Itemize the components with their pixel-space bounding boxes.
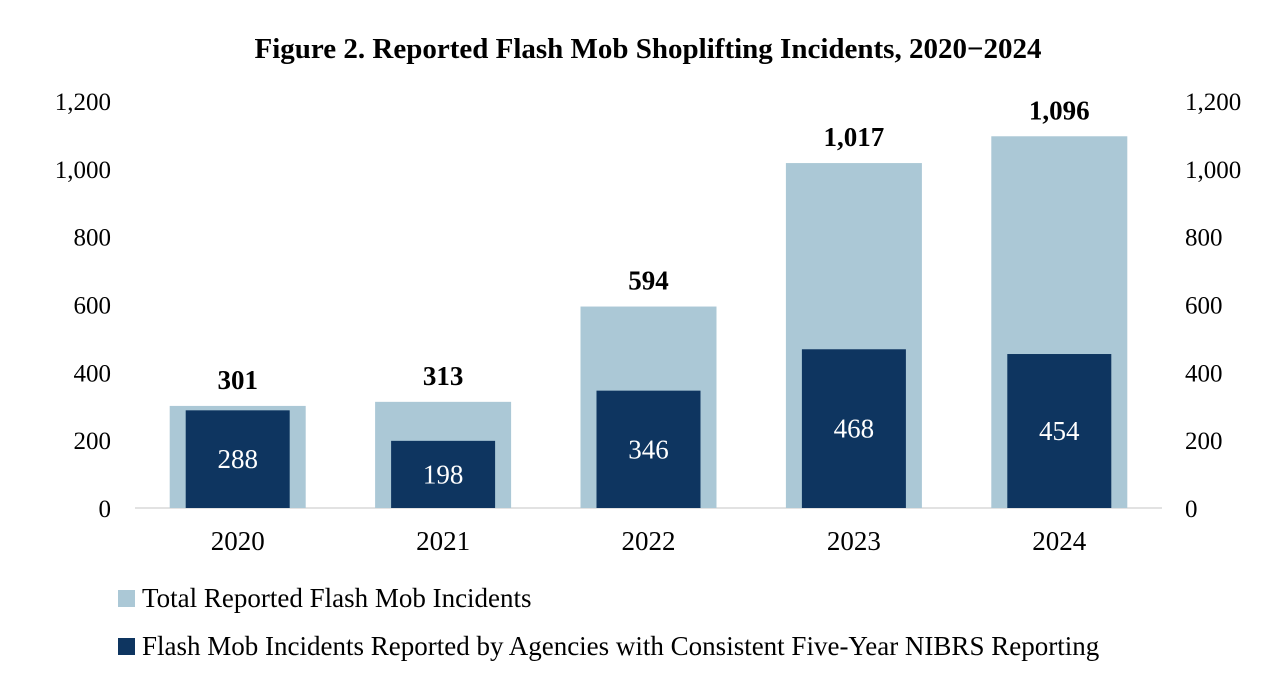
legend-swatch-consistent [118, 638, 135, 655]
right-y-tick-label: 600 [1185, 293, 1223, 320]
x-axis-categories: 2020 2021 2022 2023 2024 [211, 526, 1087, 556]
left-y-tick-label: 600 [74, 293, 112, 320]
x-category-label: 2021 [416, 526, 470, 556]
right-y-tick-label: 800 [1185, 225, 1223, 252]
right-y-tick-label: 0 [1185, 496, 1198, 523]
bar-consistent-value-label: 288 [217, 444, 258, 474]
right-y-axis: 0 200 400 600 800 1,000 1,200 [1185, 89, 1241, 523]
chart-title: Figure 2. Reported Flash Mob Shoplifting… [255, 33, 1042, 65]
left-y-axis: 0 200 400 600 800 1,000 1,200 [55, 89, 111, 523]
legend-label-total: Total Reported Flash Mob Incidents [142, 583, 532, 613]
legend-swatch-total [118, 590, 135, 607]
x-category-label: 2023 [827, 526, 881, 556]
right-y-tick-label: 200 [1185, 428, 1223, 455]
left-y-tick-label: 1,200 [55, 89, 111, 116]
bar-consistent [801, 349, 906, 508]
x-category-label: 2024 [1032, 526, 1087, 556]
bar-consistent-value-label: 468 [834, 414, 875, 444]
legend: Total Reported Flash Mob Incidents Flash… [118, 583, 1099, 661]
bar-total-value-label: 313 [423, 361, 464, 391]
left-y-tick-label: 200 [74, 428, 112, 455]
bar-consistent-value-label: 198 [423, 459, 464, 489]
x-category-label: 2022 [622, 526, 676, 556]
bar-consistent [391, 440, 496, 508]
bar-consistent-value-label: 346 [628, 434, 669, 464]
left-y-tick-label: 1,000 [55, 157, 111, 184]
x-category-label: 2020 [211, 526, 265, 556]
bar-consistent-value-label: 454 [1039, 416, 1080, 446]
left-y-tick-label: 0 [99, 496, 112, 523]
bar-consistent [596, 390, 701, 508]
legend-label-consistent: Flash Mob Incidents Reported by Agencies… [142, 631, 1099, 661]
bars-group: 301 288 313 198 594 346 1,017 468 1,096 454 [169, 95, 1128, 509]
left-y-tick-label: 800 [74, 225, 112, 252]
left-y-tick-label: 400 [74, 360, 112, 387]
bar-total-value-label: 1,096 [1029, 95, 1090, 125]
bar-consistent [1007, 354, 1112, 508]
bar-consistent [185, 410, 290, 508]
bar-total-value-label: 1,017 [824, 122, 885, 152]
right-y-tick-label: 400 [1185, 360, 1223, 387]
bar-total-value-label: 301 [217, 365, 258, 395]
right-y-tick-label: 1,000 [1185, 157, 1241, 184]
right-y-tick-label: 1,200 [1185, 89, 1241, 116]
bar-total-value-label: 594 [628, 266, 669, 296]
